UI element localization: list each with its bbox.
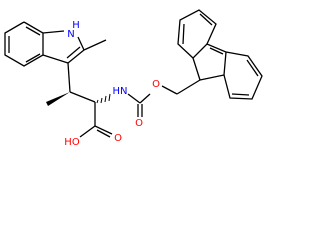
wedge-bond	[46, 92, 70, 106]
atom-label: O	[152, 79, 160, 90]
atom-label: HO	[64, 137, 80, 148]
bonds	[4, 9, 263, 138]
atom-label: H	[72, 20, 80, 31]
atom-label: HN	[113, 86, 128, 97]
atom-label: O	[114, 133, 122, 144]
hash-bond	[96, 93, 111, 104]
molecule: H N HN O O HO O	[4, 9, 263, 148]
atom-label: O	[135, 118, 143, 129]
atom-label: N	[67, 29, 74, 40]
